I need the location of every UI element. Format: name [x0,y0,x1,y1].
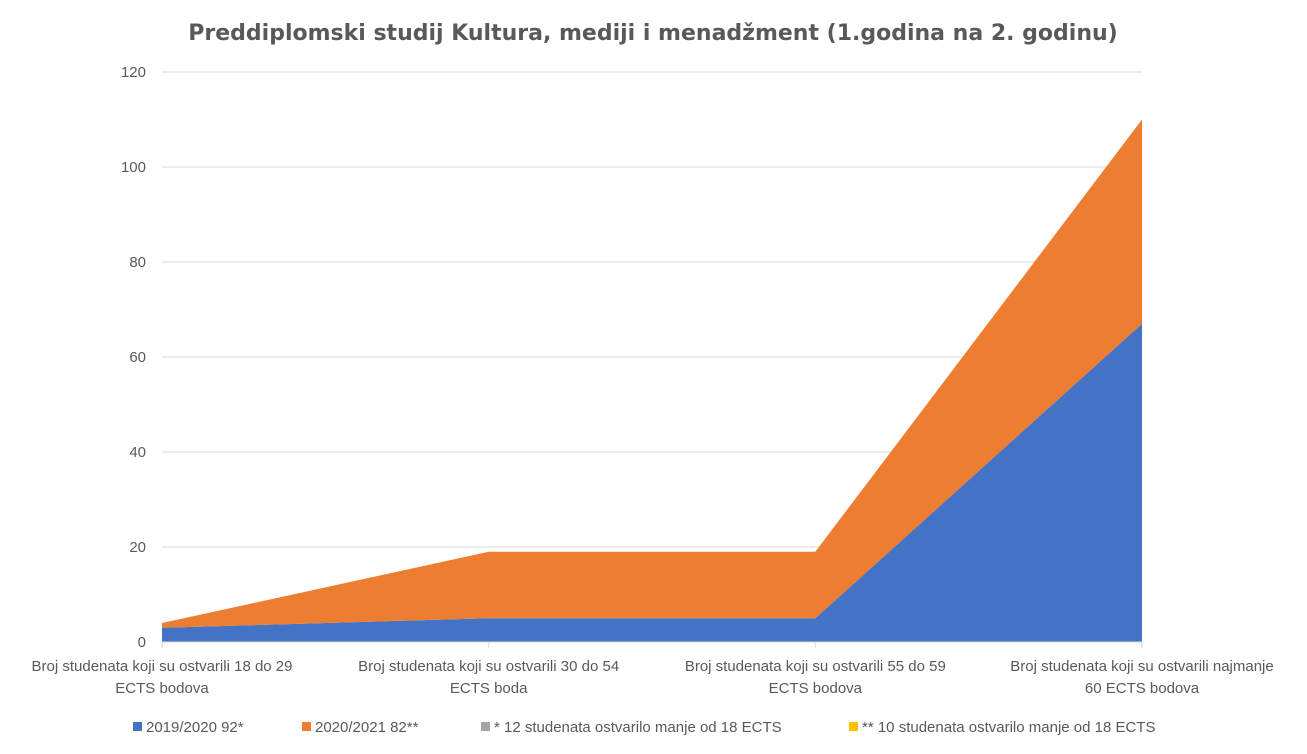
x-category-label: ECTS bodova [115,680,209,697]
x-category-label: Broj studenata koji su ostvarili 18 do 2… [32,658,293,675]
plot-areas [162,119,1142,642]
chart-title: Preddiplomski studij Kultura, mediji i m… [188,21,1117,46]
series-area-1 [162,323,1142,642]
legend-swatch [481,722,490,731]
y-tick-label: 40 [129,444,146,461]
legend-swatch [849,722,858,731]
legend-label: * 12 studenata ostvarilo manje od 18 ECT… [494,719,782,736]
y-tick-label: 80 [129,254,146,271]
x-axis-categories: Broj studenata koji su ostvarili 18 do 2… [32,658,1274,697]
x-category-label: Broj studenata koji su ostvarili najmanj… [1010,658,1273,675]
y-tick-label: 120 [121,64,146,81]
x-axis [161,641,1143,648]
series-area-2 [162,119,1142,628]
y-tick-label: 20 [129,539,146,556]
y-tick-label: 60 [129,349,146,366]
y-axis-ticks: 0 20 40 60 80 100 120 [121,64,146,651]
y-tick-label: 0 [138,634,146,651]
x-category-label: Broj studenata koji su ostvarili 55 do 5… [685,658,946,675]
legend-swatch [302,722,311,731]
legend: 2019/2020 92* 2020/2021 82** * 12 studenat… [133,719,1156,736]
x-category-label: ECTS boda [450,680,528,697]
legend-label: ** 10 studenata ostvarilo manje od 18 EC… [862,719,1156,736]
x-category-label: 60 ECTS bodova [1085,680,1200,697]
x-category-label: Broj studenata koji su ostvarili 30 do 5… [358,658,619,675]
legend-swatch [133,722,142,731]
y-tick-label: 100 [121,159,146,176]
legend-label: 2020/2021 82** [315,719,419,736]
x-category-label: ECTS bodova [769,680,863,697]
legend-label: 2019/2020 92* [146,719,244,736]
